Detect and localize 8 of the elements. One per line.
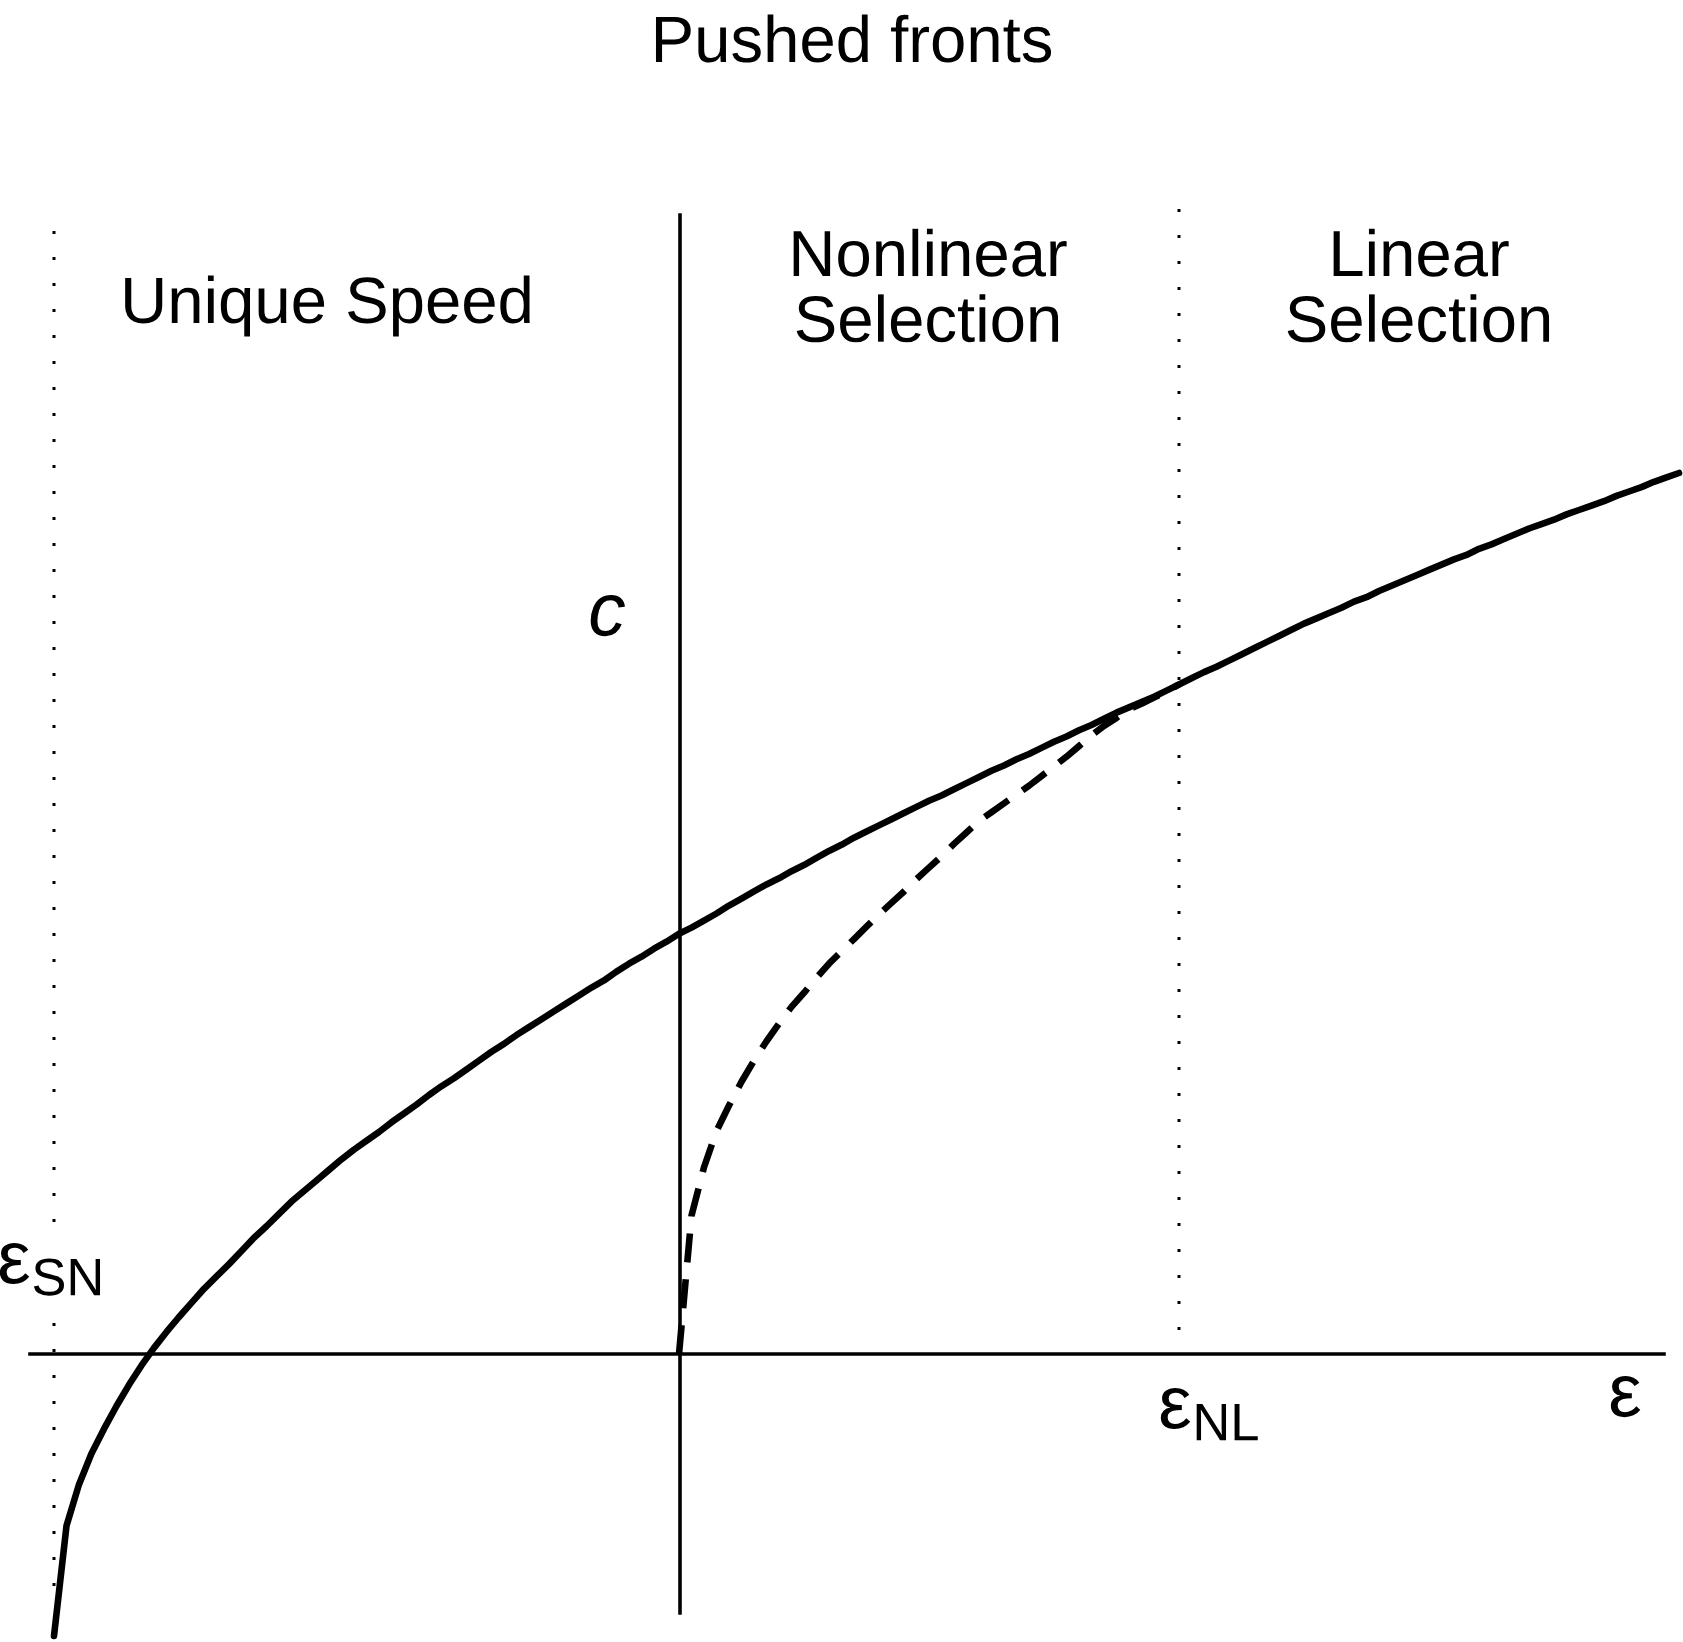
x-axis-title: ε [1610,1376,1641,1418]
annotation: ε$_{NL}$ [1160,1387,1258,1441]
y-axis-title: c [590,595,625,637]
annotation: ε$_{SN}$ [0,1242,101,1296]
text: Nonlinear Selection [793,228,1067,343]
chart-title: Pushed fronts [655,14,1052,63]
text: Linear Selection [1287,228,1550,343]
text: Unique Speed [125,275,530,337]
